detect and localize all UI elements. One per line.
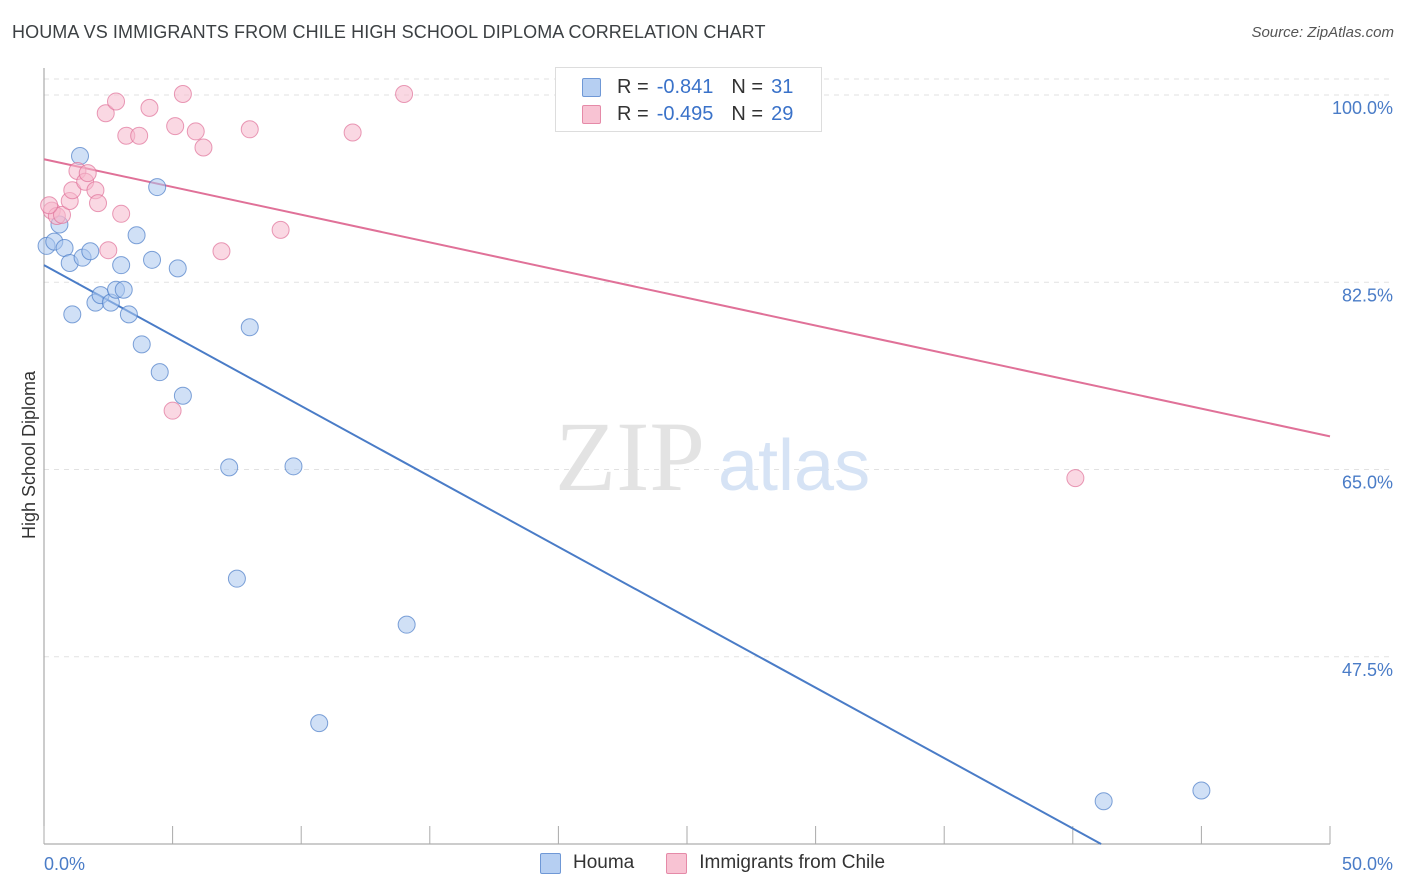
point-houma: [168, 259, 187, 278]
trend-line-houma: [43, 264, 1102, 845]
houma-n-value: 31: [771, 76, 794, 98]
point-houma: [127, 226, 146, 245]
houma-legend-swatch: [540, 852, 561, 874]
point-immigrants-from-chile: [140, 98, 159, 117]
series-legend: Houma Immigrants from Chile: [540, 852, 917, 874]
point-immigrants-from-chile: [1066, 469, 1085, 488]
point-houma: [63, 305, 82, 324]
point-immigrants-from-chile: [173, 84, 192, 103]
point-houma: [284, 457, 303, 476]
point-immigrants-from-chile: [112, 204, 131, 223]
point-houma: [1094, 792, 1113, 811]
houma-swatch: [582, 78, 601, 97]
point-immigrants-from-chile: [194, 138, 213, 157]
point-houma: [227, 569, 246, 588]
point-houma: [220, 458, 239, 477]
legend-row-houma: R = -0.841 N = 31: [582, 76, 793, 99]
point-immigrants-from-chile: [240, 120, 259, 139]
chile-r-value: -0.495: [656, 103, 714, 125]
point-houma: [150, 363, 169, 382]
point-immigrants-from-chile: [78, 164, 97, 183]
y-tick-label: 65.0%: [1342, 473, 1393, 493]
chile-swatch: [582, 105, 601, 124]
point-houma: [397, 615, 416, 634]
legend-item-houma[interactable]: Houma: [540, 852, 634, 874]
point-immigrants-from-chile: [163, 401, 182, 420]
point-immigrants-from-chile: [395, 84, 414, 103]
y-tick-label: 82.5%: [1342, 285, 1393, 305]
data-points: [37, 84, 1211, 811]
watermark-atlas: atlas: [718, 426, 870, 506]
legend-row-chile: R = -0.495 N = 29: [582, 103, 793, 126]
point-immigrants-from-chile: [130, 126, 149, 145]
chile-legend-label: Immigrants from Chile: [699, 852, 886, 873]
trend-line-immigrants-from-chile: [43, 158, 1331, 438]
source-label: Source: ZipAtlas.com: [1251, 24, 1394, 41]
watermark-zip: ZIP: [555, 401, 705, 512]
trend-lines: [43, 158, 1331, 845]
point-immigrants-from-chile: [271, 220, 290, 239]
point-immigrants-from-chile: [40, 196, 59, 215]
legend-item-chile[interactable]: Immigrants from Chile: [666, 852, 885, 874]
point-houma: [114, 280, 133, 299]
point-houma: [143, 250, 162, 269]
point-immigrants-from-chile: [343, 123, 362, 142]
point-houma: [55, 239, 74, 258]
chile-n-label: N =: [731, 103, 764, 125]
point-immigrants-from-chile: [166, 117, 185, 136]
gridlines: [44, 78, 1393, 658]
y-axis-label: High School Diploma: [19, 370, 39, 539]
point-houma: [1192, 781, 1211, 800]
point-immigrants-from-chile: [99, 241, 118, 260]
point-houma: [119, 305, 138, 324]
x-tick-label-min: 0.0%: [44, 854, 85, 874]
y-tick-labels: 47.5% 65.0% 82.5% 100.0%: [1332, 98, 1393, 680]
point-houma: [71, 147, 90, 166]
point-immigrants-from-chile: [89, 194, 108, 213]
houma-legend-label: Houma: [573, 852, 635, 873]
point-immigrants-from-chile: [186, 122, 205, 141]
houma-r-value: -0.841: [656, 76, 714, 98]
point-immigrants-from-chile: [96, 104, 115, 123]
houma-n-label: N =: [731, 76, 764, 98]
point-immigrants-from-chile: [107, 92, 126, 111]
chile-r-label: R =: [617, 103, 649, 125]
chile-n-value: 29: [771, 103, 794, 125]
chile-legend-swatch: [666, 852, 688, 874]
stats-legend: R = -0.841 N = 31 R = -0.495 N = 29: [555, 67, 822, 132]
watermark: ZIP atlas: [555, 401, 870, 512]
houma-r-label: R =: [617, 76, 649, 98]
point-houma: [112, 256, 131, 275]
point-houma: [173, 386, 192, 405]
x-ticks: [43, 826, 1331, 844]
point-houma: [132, 335, 151, 354]
chart-title: HOUMA VS IMMIGRANTS FROM CHILE HIGH SCHO…: [12, 22, 766, 42]
y-tick-label: 47.5%: [1342, 660, 1393, 680]
y-tick-label: 100.0%: [1332, 98, 1393, 118]
point-immigrants-from-chile: [53, 205, 72, 224]
point-immigrants-from-chile: [212, 242, 231, 261]
point-houma: [148, 178, 167, 197]
point-immigrants-from-chile: [63, 181, 82, 200]
x-tick-label-max: 50.0%: [1342, 854, 1393, 874]
point-houma: [240, 318, 259, 337]
point-houma: [81, 242, 100, 261]
point-houma: [310, 714, 329, 733]
